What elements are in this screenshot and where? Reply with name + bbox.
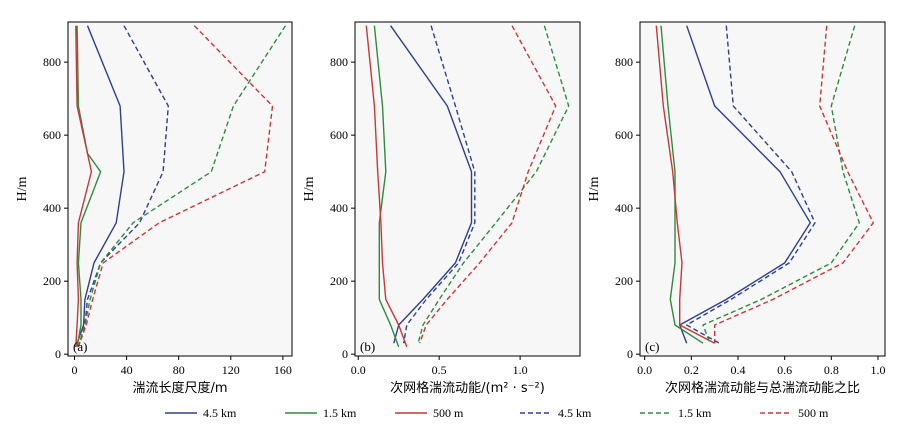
- x-tick-label: 160: [274, 363, 292, 377]
- y-tick-label: 400: [330, 201, 348, 215]
- x-tick-label: 0.4: [731, 363, 746, 377]
- series-line-4-5-km-solid: [75, 25, 125, 348]
- series-line-500-m-dashed: [419, 25, 557, 344]
- series-line-4-5-km-solid: [679, 25, 811, 344]
- y-tick-label: 800: [330, 55, 348, 69]
- x-tick-label: 0.8: [824, 363, 839, 377]
- x-axis-label: 次网格湍流动能/(m² · s⁻²): [390, 380, 545, 396]
- legend-label: 500 m: [798, 406, 829, 420]
- y-tick-label: 200: [615, 274, 633, 288]
- x-tick-label: 80: [173, 363, 185, 377]
- x-axis-label: 湍流长度尺度/m: [132, 380, 227, 396]
- series-line-500-m-solid: [75, 25, 93, 347]
- y-tick-label: 0: [627, 347, 633, 361]
- y-tick-label: 0: [342, 347, 348, 361]
- legend-label: 4.5 km: [558, 406, 592, 420]
- x-axis-label: 次网格湍流动能与总湍流动能之比: [665, 380, 860, 396]
- legend-label: 1.5 km: [323, 406, 357, 420]
- series-line-4-5-km-dashed: [402, 25, 476, 344]
- x-tick-label: 40: [121, 363, 133, 377]
- y-tick-label: 600: [615, 128, 633, 142]
- y-axis-label: H/m: [15, 176, 30, 201]
- x-tick-label: 0: [72, 363, 78, 377]
- series-line-1-5-km-solid: [373, 25, 400, 348]
- series-line-4-5-km-solid: [390, 25, 473, 344]
- plot-area-2: [354, 21, 581, 357]
- y-tick-label: 200: [330, 274, 348, 288]
- panel-label: (c): [645, 339, 659, 354]
- y-tick-label: 200: [43, 274, 61, 288]
- y-tick-label: 600: [330, 128, 348, 142]
- y-tick-label: 400: [615, 201, 633, 215]
- series-line-500-m-solid: [365, 25, 408, 348]
- series-line-1-5-km-dashed: [417, 25, 570, 344]
- legend-label: 1.5 km: [678, 406, 712, 420]
- x-tick-label: 1.0: [513, 363, 528, 377]
- y-tick-label: 400: [43, 201, 61, 215]
- y-axis-label: H/m: [587, 176, 602, 201]
- y-tick-label: 800: [43, 55, 61, 69]
- y-tick-label: 800: [615, 55, 633, 69]
- y-tick-label: 600: [43, 128, 61, 142]
- series-line-500-m-dashed: [77, 25, 274, 348]
- series-line-500-m-dashed: [714, 25, 874, 344]
- series-line-4-5-km-dashed: [686, 25, 816, 344]
- x-tick-label: 0.6: [777, 363, 792, 377]
- x-tick-label: 1.0: [871, 363, 886, 377]
- panel-label: (a): [73, 339, 87, 354]
- y-axis-label: H/m: [302, 176, 317, 201]
- series-line-500-m-solid: [655, 25, 716, 344]
- series-line-1-5-km-solid: [76, 25, 102, 348]
- series-line-1-5-km-dashed: [77, 25, 287, 348]
- x-tick-label: 0.0: [351, 363, 366, 377]
- legend-label: 500 m: [433, 406, 464, 420]
- legend-label: 4.5 km: [203, 406, 237, 420]
- x-tick-label: 0.5: [432, 363, 447, 377]
- series-line-1-5-km-dashed: [702, 25, 860, 344]
- x-tick-label: 120: [222, 363, 240, 377]
- panel-label: (b): [360, 339, 375, 354]
- x-tick-label: 0.0: [637, 363, 652, 377]
- plot-area-3: [639, 21, 886, 357]
- plot-area-1: [67, 21, 293, 357]
- y-tick-label: 0: [55, 347, 61, 361]
- series-line-1-5-km-solid: [660, 25, 704, 344]
- x-tick-label: 0.2: [684, 363, 699, 377]
